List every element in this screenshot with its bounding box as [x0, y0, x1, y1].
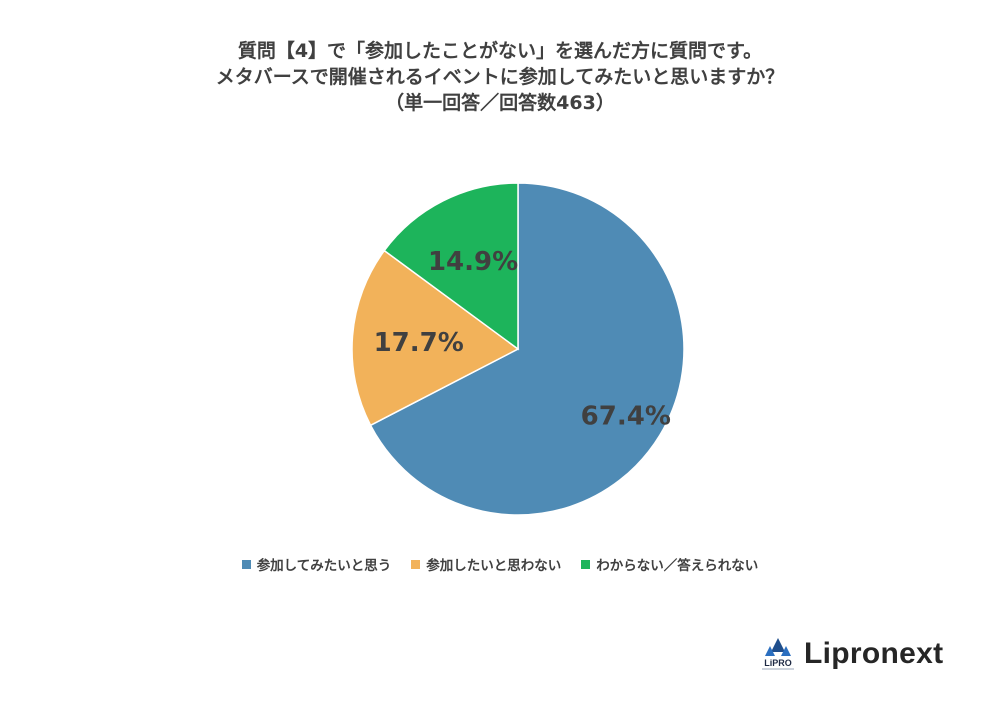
- legend-swatch: [581, 559, 591, 569]
- legend-item: 参加してみたいと思う: [241, 554, 392, 574]
- pie-slice: [351, 249, 520, 427]
- chart-title: 質問【4】で「参加したことがない」を選んだ方に質問です。 メタバースで開催される…: [0, 38, 1000, 116]
- legend-label: 参加したいと思わない: [426, 558, 562, 574]
- title-line-1: 質問【4】で「参加したことがない」を選んだ方に質問です。: [237, 40, 763, 62]
- legend-swatch: [241, 559, 251, 569]
- title-line-3: （単一回答／回答数463）: [385, 92, 615, 114]
- legend-item: 参加したいと思わない: [411, 554, 561, 574]
- slice-label: 14.9%: [428, 247, 518, 277]
- legend: 参加してみたいと思う 参加したいと思わない わからない／答えられない: [0, 554, 1000, 574]
- title-line-2: メタバースで開催されるイベントに参加してみたいと思いますか？: [215, 66, 785, 88]
- logo-mark-text: LiPRO: [764, 658, 792, 668]
- legend-label: わからない／答えられない: [596, 558, 759, 574]
- legend-item: わからない／答えられない: [581, 554, 758, 574]
- pie-slice: [383, 182, 519, 351]
- pie-slice: [369, 182, 685, 516]
- brand-logo: LiPRO Lipronext: [758, 636, 943, 672]
- slice-label: 67.4%: [581, 402, 671, 432]
- brand-name: Lipronext: [804, 637, 944, 670]
- legend-label: 参加してみたいと思う: [256, 558, 392, 574]
- lipro-logo-icon: LiPRO: [762, 638, 794, 670]
- slice-label: 17.7%: [374, 328, 464, 358]
- legend-swatch: [411, 559, 421, 569]
